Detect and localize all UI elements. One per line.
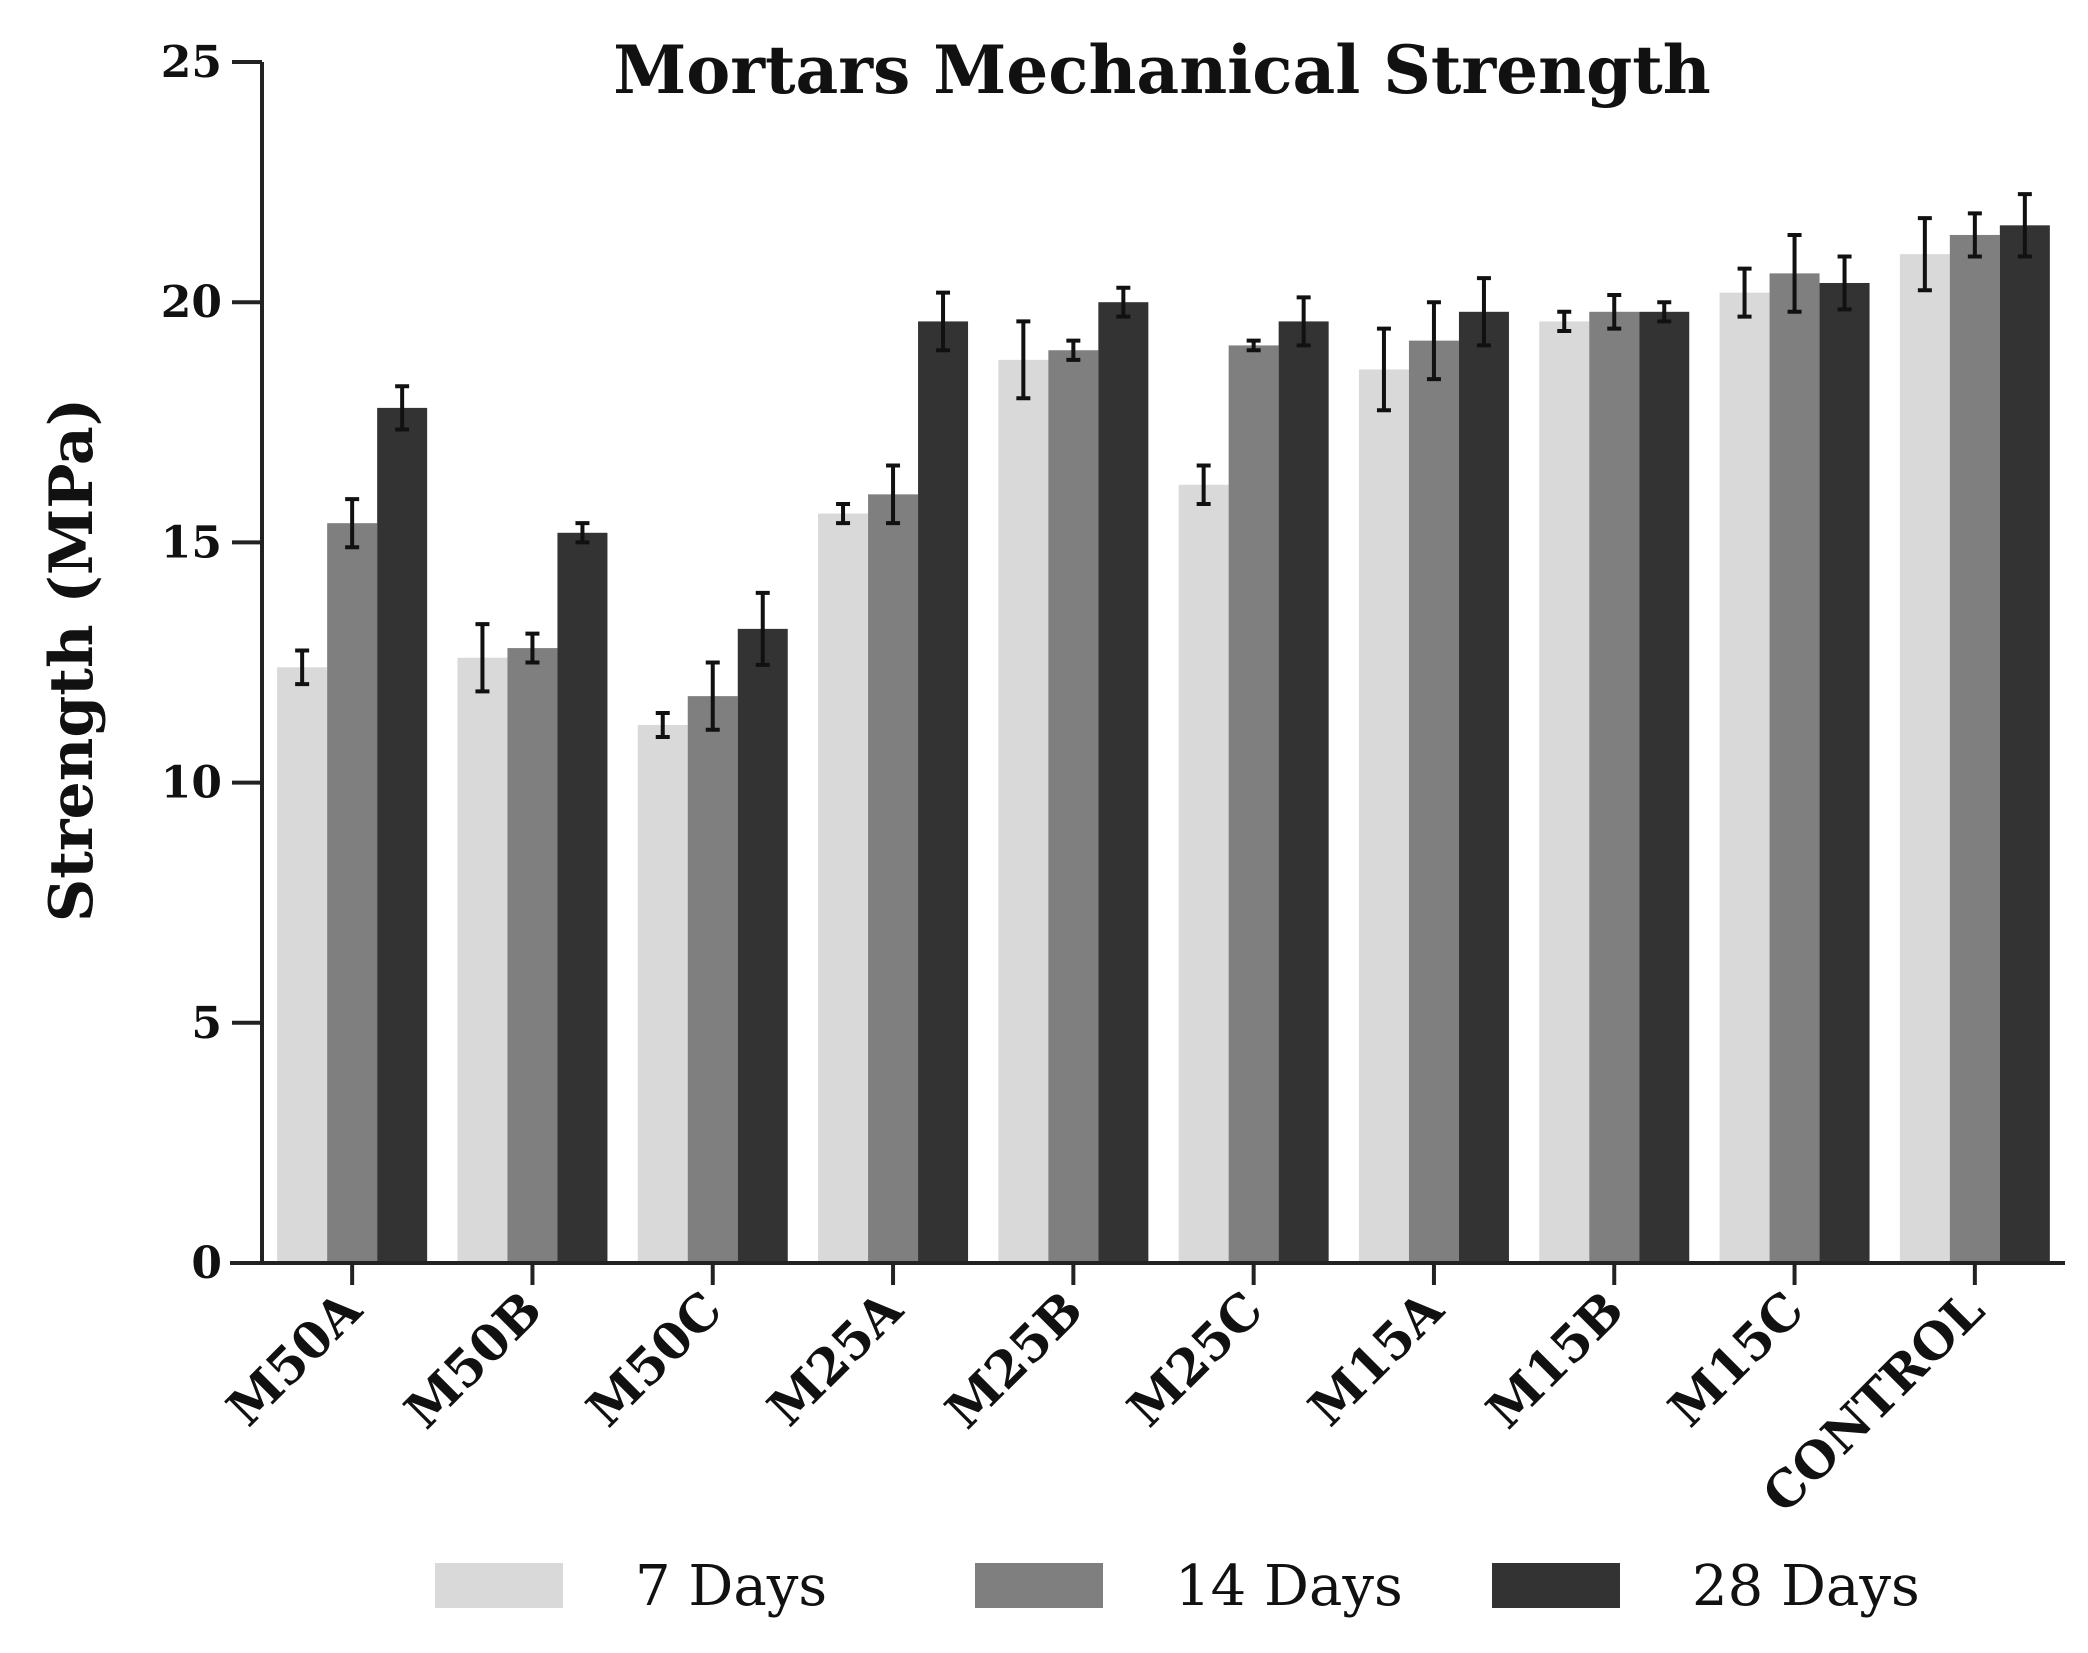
y-tick-label-10: 10 xyxy=(161,758,222,809)
error-bar-m50b-28-days xyxy=(575,521,590,545)
error-bar-m50c-7-days xyxy=(655,710,670,739)
error-bar-m50b-14-days xyxy=(525,631,540,665)
bar-control-14-days xyxy=(1949,234,2000,1264)
error-bars-group xyxy=(295,192,2032,739)
x-ticks-group: M50A M50B M50C M25A M25B M25C M15A M15B M15CCONT… xyxy=(215,1263,1995,1524)
bar-m15b-7-days xyxy=(1539,321,1590,1263)
legend: 7 Days 14 Days 28 Days xyxy=(435,1554,1920,1619)
bar-m50b-7-days xyxy=(457,657,508,1263)
bar-m50c-28-days xyxy=(737,628,788,1263)
y-tick-label-20: 20 xyxy=(161,277,222,328)
bar-m25b-28-days xyxy=(1098,302,1149,1263)
bar-m25b-14-days xyxy=(1048,350,1099,1263)
bar-m50a-28-days xyxy=(377,407,428,1263)
bar-m25c-7-days xyxy=(1178,484,1229,1263)
x-tick-label-m50c: M50C xyxy=(575,1280,733,1438)
bar-m15c-7-days xyxy=(1719,292,1770,1263)
error-bar-m15a-28-days xyxy=(1476,276,1491,348)
bar-m25c-14-days xyxy=(1228,345,1279,1263)
bar-m50c-14-days xyxy=(687,696,738,1263)
bar-m15c-28-days xyxy=(1819,282,1870,1263)
bar-m25a-28-days xyxy=(918,321,969,1263)
bar-control-28-days xyxy=(1999,225,2050,1264)
legend-swatch-7-days xyxy=(435,1563,563,1608)
x-tick-label-m15b: M15B xyxy=(1475,1280,1635,1440)
legend-swatch-14-days xyxy=(975,1563,1103,1608)
y-axis-label: Strength (MPa) xyxy=(37,398,107,922)
x-tick-label-m25a: M25A xyxy=(756,1279,914,1437)
x-tick-label-m25c: M25C xyxy=(1116,1280,1274,1438)
y-tick-label-25: 25 xyxy=(161,37,222,88)
error-bar-m15b-7-days xyxy=(1557,309,1572,334)
error-bar-m15a-14-days xyxy=(1426,300,1441,382)
error-bar-m50b-7-days xyxy=(475,622,490,694)
error-bar-m25b-28-days xyxy=(1116,285,1131,319)
x-tick-label-m15c: M15C xyxy=(1657,1280,1815,1438)
error-bar-m50a-7-days xyxy=(295,648,310,687)
error-bar-m15c-28-days xyxy=(1837,254,1852,312)
legend-swatch-28-days xyxy=(1492,1563,1620,1608)
error-bar-m25c-14-days xyxy=(1246,338,1261,353)
legend-label-28-days: 28 Days xyxy=(1692,1554,1920,1619)
axes-group xyxy=(230,62,2065,1265)
error-bar-m15b-28-days xyxy=(1657,300,1672,324)
chart-title: Mortars Mechanical Strength xyxy=(613,31,1711,109)
y-tick-label-5: 5 xyxy=(191,998,222,1049)
error-bar-m15c-14-days xyxy=(1787,232,1802,314)
bar-m25a-14-days xyxy=(868,494,919,1263)
bars-group xyxy=(277,225,2050,1264)
bar-control-7-days xyxy=(1899,254,1950,1263)
bar-m15b-14-days xyxy=(1589,311,1640,1264)
bar-m15a-14-days xyxy=(1408,340,1459,1264)
y-ticks-group: 0 5 10 15 20 25 xyxy=(161,37,262,1289)
x-tick-label-m50a: M50A xyxy=(215,1279,373,1437)
legend-label-14-days: 14 Days xyxy=(1175,1554,1403,1619)
bar-m50c-7-days xyxy=(637,724,688,1263)
error-bar-m15b-14-days xyxy=(1607,292,1622,331)
bar-m50b-14-days xyxy=(507,648,558,1263)
error-bar-m15c-7-days xyxy=(1737,266,1752,319)
bar-m25c-28-days xyxy=(1278,321,1329,1263)
legend-label-7-days: 7 Days xyxy=(635,1554,827,1619)
error-bar-m25a-14-days xyxy=(886,463,901,526)
x-tick-label-m50b: M50B xyxy=(393,1280,553,1440)
error-bar-m25b-14-days xyxy=(1066,338,1081,362)
bar-m25b-7-days xyxy=(998,359,1049,1263)
error-bar-m25a-7-days xyxy=(836,501,851,526)
error-bar-control-14-days xyxy=(1967,211,1982,259)
error-bar-m50c-28-days xyxy=(755,590,770,667)
y-tick-label-15: 15 xyxy=(161,517,222,568)
error-bar-m25c-28-days xyxy=(1296,295,1311,348)
bar-m15b-28-days xyxy=(1639,311,1690,1264)
y-tick-label-0: 0 xyxy=(191,1238,222,1289)
error-bar-m15a-7-days xyxy=(1376,326,1391,413)
bar-m50a-7-days xyxy=(277,667,328,1263)
bar-m50a-14-days xyxy=(327,523,378,1263)
bar-m50b-28-days xyxy=(557,532,608,1263)
bar-m15a-28-days xyxy=(1458,311,1509,1264)
bar-m25a-7-days xyxy=(818,513,869,1263)
x-tick-label-m25b: M25B xyxy=(934,1280,1094,1440)
error-bar-m25a-28-days xyxy=(936,290,951,353)
error-bar-m25c-7-days xyxy=(1196,463,1211,506)
error-bar-control-28-days xyxy=(2017,192,2032,259)
bar-m15c-14-days xyxy=(1769,273,1820,1264)
error-bar-m25b-7-days xyxy=(1016,319,1031,401)
error-bar-m50c-14-days xyxy=(705,660,720,732)
x-tick-label-m15a: M15A xyxy=(1297,1279,1455,1437)
error-bar-control-7-days xyxy=(1917,216,1932,293)
bar-m15a-7-days xyxy=(1358,369,1409,1263)
error-bar-m50a-28-days xyxy=(395,384,410,432)
error-bar-m50a-14-days xyxy=(345,497,360,550)
